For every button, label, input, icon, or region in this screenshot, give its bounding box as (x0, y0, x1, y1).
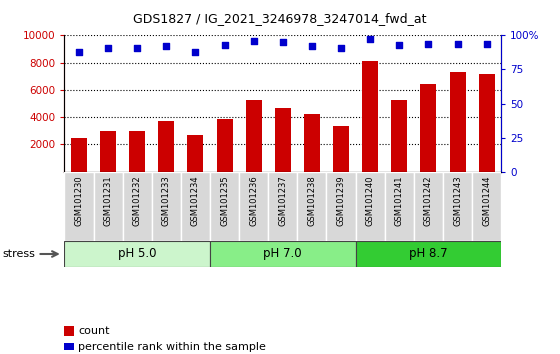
Text: GSM101231: GSM101231 (104, 175, 113, 226)
Text: percentile rank within the sample: percentile rank within the sample (78, 342, 266, 352)
Bar (217, 119, 232, 172)
Text: pH 7.0: pH 7.0 (264, 247, 302, 261)
Point (74, 49, 83, 55)
Bar (129, 131, 145, 172)
FancyBboxPatch shape (472, 172, 501, 241)
Text: GSM101230: GSM101230 (74, 175, 83, 226)
FancyBboxPatch shape (356, 172, 385, 241)
Bar (304, 114, 320, 172)
FancyBboxPatch shape (268, 172, 297, 241)
Bar (275, 108, 291, 172)
Text: GSM101242: GSM101242 (424, 175, 433, 225)
Point (133, 45, 142, 51)
Text: GSM101239: GSM101239 (337, 175, 346, 226)
Point (278, 39, 287, 45)
Point (191, 49, 200, 55)
Text: GSM101232: GSM101232 (133, 175, 142, 226)
Point (395, 42, 404, 48)
Text: pH 8.7: pH 8.7 (409, 247, 447, 261)
Text: GSM101240: GSM101240 (366, 175, 375, 225)
FancyBboxPatch shape (414, 172, 443, 241)
Bar (158, 121, 174, 172)
Bar (450, 72, 465, 172)
Bar (246, 100, 262, 172)
Point (482, 41, 491, 46)
FancyBboxPatch shape (123, 172, 152, 241)
Bar (362, 61, 378, 172)
FancyBboxPatch shape (239, 172, 268, 241)
Text: stress: stress (3, 249, 36, 259)
Bar (188, 135, 203, 172)
Text: GSM101234: GSM101234 (191, 175, 200, 226)
Bar (479, 74, 494, 172)
FancyBboxPatch shape (181, 172, 210, 241)
Text: GSM101244: GSM101244 (482, 175, 491, 225)
FancyBboxPatch shape (297, 172, 326, 241)
Text: GSM101238: GSM101238 (307, 175, 316, 226)
Point (337, 45, 346, 51)
Text: GSM101233: GSM101233 (162, 175, 171, 226)
Point (307, 44, 316, 49)
Text: count: count (78, 326, 110, 336)
Text: GSM101243: GSM101243 (453, 175, 462, 226)
Text: GSM101236: GSM101236 (249, 175, 258, 226)
FancyBboxPatch shape (64, 172, 94, 241)
FancyBboxPatch shape (94, 172, 123, 241)
Point (162, 44, 171, 49)
Bar (333, 126, 349, 172)
Bar (356, 241, 501, 267)
Bar (421, 84, 436, 172)
Bar (100, 131, 116, 172)
Text: GSM101237: GSM101237 (278, 175, 287, 226)
Text: GDS1827 / IG_2021_3246978_3247014_fwd_at: GDS1827 / IG_2021_3246978_3247014_fwd_at (133, 12, 427, 25)
Text: GSM101235: GSM101235 (220, 175, 229, 226)
FancyBboxPatch shape (210, 172, 239, 241)
Point (220, 42, 229, 48)
Text: GSM101241: GSM101241 (395, 175, 404, 225)
Bar (71, 138, 87, 172)
Point (424, 41, 433, 46)
Point (366, 37, 375, 42)
Point (249, 38, 258, 44)
FancyBboxPatch shape (326, 172, 356, 241)
FancyBboxPatch shape (443, 172, 472, 241)
FancyBboxPatch shape (385, 172, 414, 241)
Point (453, 41, 462, 46)
Text: pH 5.0: pH 5.0 (118, 247, 156, 261)
FancyBboxPatch shape (152, 172, 181, 241)
Bar (391, 100, 407, 172)
Bar (64, 241, 210, 267)
Point (104, 45, 113, 51)
Bar (210, 241, 356, 267)
